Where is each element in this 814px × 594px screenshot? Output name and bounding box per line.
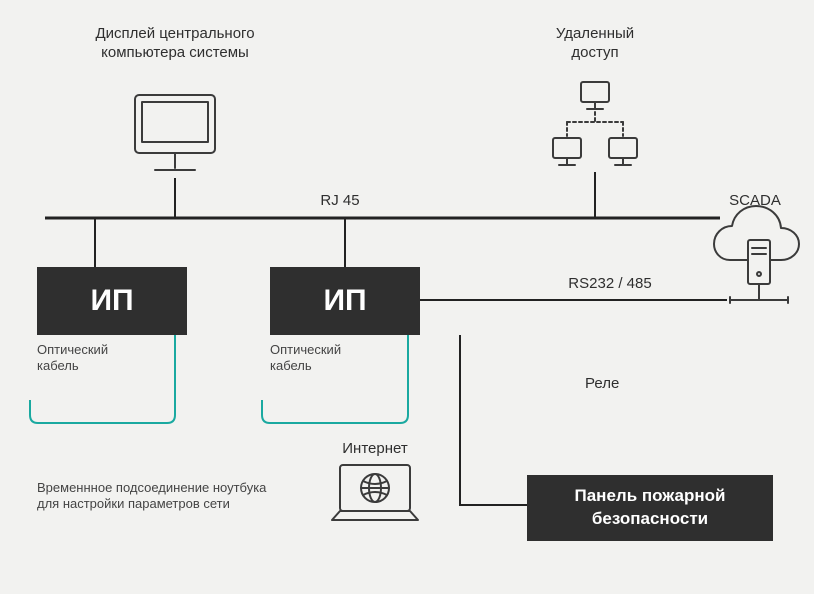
laptop-globe-icon: [332, 465, 418, 520]
ip-box-1: ИП: [37, 267, 187, 335]
rj45-label: RJ 45: [300, 192, 380, 211]
relay-label: Реле: [585, 375, 619, 394]
monitor-icon: [135, 95, 215, 170]
optical-label-2: Оптическийкабель: [270, 342, 341, 375]
laptop-note: Временнное подсоединение ноутбукадля нас…: [37, 480, 327, 513]
cloud-server-icon: [714, 206, 799, 303]
relay-line: [460, 335, 527, 505]
scada-label: SCADA: [715, 192, 795, 211]
remote-title: Удаленныйдоступ: [510, 25, 680, 63]
network-icon: [553, 82, 637, 165]
ip-box-2: ИП: [270, 267, 420, 335]
internet-label: Интернет: [320, 440, 430, 459]
fire-panel-box: Панель пожарнойбезопасности: [527, 475, 773, 541]
display-title: Дисплей центральногокомпьютера системы: [55, 25, 295, 63]
optical-label-1: Оптическийкабель: [37, 342, 108, 375]
rs232-label: RS232 / 485: [540, 275, 680, 294]
